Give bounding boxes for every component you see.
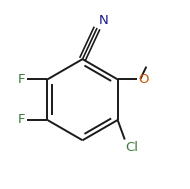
Text: O: O <box>138 73 149 86</box>
Text: N: N <box>99 14 108 27</box>
Text: F: F <box>18 73 25 86</box>
Text: F: F <box>18 113 25 126</box>
Text: Cl: Cl <box>125 141 138 154</box>
